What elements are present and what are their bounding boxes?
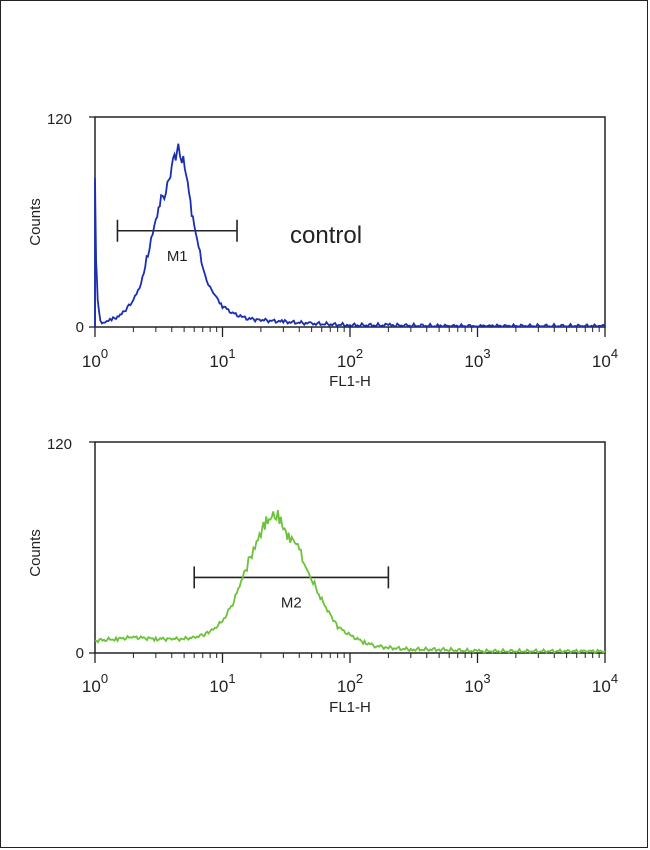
marker-label: M2 [281,594,302,611]
x-axis-ticks [89,441,606,663]
x-tick-label: 103 [464,346,490,371]
x-tick-label: 101 [209,671,235,696]
y-axis-label: Counts [27,198,44,246]
histogram-line-control [94,143,606,328]
gate-marker-m1: M1 [116,219,238,265]
y-tick-max: 120 [47,436,72,453]
histogram-panel-sample: 120 0 Counts FL1-H 100 101 102 103 104 M2 [27,436,618,716]
x-axis-label: FL1-H [329,373,371,390]
x-tick-label: 100 [82,671,108,696]
control-annotation: control [290,222,362,249]
y-tick-max: 120 [47,111,72,128]
x-axis-ticks [89,116,606,337]
x-tick-label: 104 [592,671,618,696]
y-tick-min: 0 [76,319,84,336]
plot-area [94,441,606,654]
x-tick-label: 102 [337,346,363,371]
histogram-panel-control: 120 0 Counts FL1-H control 100 101 102 103 1… [27,111,618,390]
x-axis-label: FL1-H [329,699,371,716]
x-tick-labels: 100 101 102 103 104 [82,346,618,371]
x-tick-label: 101 [209,346,235,371]
x-tick-label: 102 [337,671,363,696]
marker-label: M1 [167,248,188,265]
x-tick-labels: 100 101 102 103 104 [82,671,618,696]
histogram-line-sample [94,510,606,654]
gate-marker-m2: M2 [193,566,390,611]
y-tick-min: 0 [76,645,84,662]
x-tick-label: 100 [82,346,108,371]
x-tick-label: 103 [464,671,490,696]
y-axis-label: Counts [27,529,44,577]
x-tick-label: 104 [592,346,618,371]
